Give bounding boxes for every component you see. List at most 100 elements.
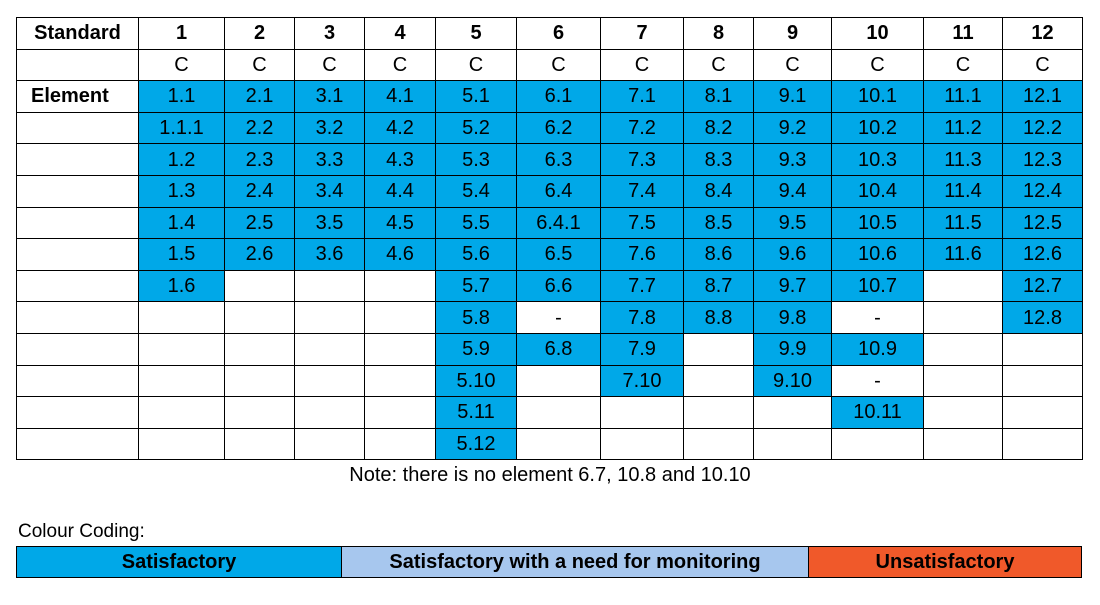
standard-number: 2	[224, 17, 295, 50]
element-cell: 2.4	[224, 174, 295, 208]
element-cell: 10.2	[831, 111, 924, 145]
element-cell: 6.6	[516, 269, 601, 303]
empty-cell	[923, 364, 1003, 398]
standard-number: 12	[1002, 17, 1083, 50]
table-row: 1.2 2.3 3.3 4.3 5.3 6.3 7.3 8.3 9.3 10.3 11.3 12.3	[16, 143, 1083, 176]
empty-cell	[138, 396, 225, 429]
element-cell: 7.8	[600, 301, 684, 334]
standard-number: 7	[600, 17, 684, 50]
empty-cell	[224, 301, 295, 334]
empty-cell	[138, 427, 225, 461]
empty-cell	[224, 332, 295, 366]
empty-cell	[753, 396, 832, 429]
element-cell: -	[831, 364, 924, 398]
table-row: 5.12	[16, 427, 1083, 461]
element-cell: 5.7	[435, 269, 517, 303]
element-cell: 4.5	[364, 206, 436, 240]
element-cell: 10.7	[831, 269, 924, 303]
empty-cell	[16, 238, 139, 271]
element-cell: 4.2	[364, 111, 436, 145]
element-cell: 12.1	[1002, 80, 1083, 113]
empty-cell	[1002, 427, 1083, 461]
standard-code: C	[516, 48, 601, 82]
legend-satisfactory: Satisfactory	[17, 547, 341, 577]
empty-cell	[753, 427, 832, 461]
element-cell: 9.10	[753, 364, 832, 398]
element-cell: 8.3	[683, 143, 754, 176]
element-cell: 6.4.1	[516, 206, 601, 240]
empty-cell	[16, 206, 139, 240]
element-cell: 12.3	[1002, 143, 1083, 176]
element-cell: 5.10	[435, 364, 517, 398]
element-cell: 7.3	[600, 143, 684, 176]
corner-label: Standard	[16, 17, 139, 50]
element-cell: 9.6	[753, 238, 832, 271]
empty-cell	[1002, 396, 1083, 429]
standard-code: C	[753, 48, 832, 82]
header-row: Standard 1 2 3 4 5 6 7 8 9 10 11 12	[16, 17, 1083, 50]
empty-cell	[16, 143, 139, 176]
standard-number: 1	[138, 17, 225, 50]
element-cell: 8.5	[683, 206, 754, 240]
empty-cell	[294, 269, 365, 303]
empty-cell	[683, 364, 754, 398]
element-cell: -	[516, 301, 601, 334]
empty-cell	[16, 269, 139, 303]
element-cell: 7.5	[600, 206, 684, 240]
element-cell: 12.8	[1002, 301, 1083, 334]
element-cell: 11.6	[923, 238, 1003, 271]
element-label: Element	[16, 80, 139, 113]
element-cell: 8.7	[683, 269, 754, 303]
element-cell: 7.7	[600, 269, 684, 303]
standard-number: 11	[923, 17, 1003, 50]
table-row: 5.11 10.11	[16, 396, 1083, 429]
element-cell: 5.3	[435, 143, 517, 176]
element-cell: 5.8	[435, 301, 517, 334]
element-cell: 2.1	[224, 80, 295, 113]
element-cell: 7.6	[600, 238, 684, 271]
empty-cell	[516, 396, 601, 429]
empty-cell	[364, 301, 436, 334]
element-cell: 6.4	[516, 174, 601, 208]
element-cell: 3.4	[294, 174, 365, 208]
empty-cell	[683, 332, 754, 366]
standard-number: 3	[294, 17, 365, 50]
empty-cell	[600, 427, 684, 461]
element-cell: 1.1	[138, 80, 225, 113]
element-cell: 4.1	[364, 80, 436, 113]
element-cell: 9.5	[753, 206, 832, 240]
element-cell: 10.6	[831, 238, 924, 271]
element-cell: 2.3	[224, 143, 295, 176]
element-cell: 8.6	[683, 238, 754, 271]
empty-cell	[364, 364, 436, 398]
element-cell: -	[831, 301, 924, 334]
element-cell: 10.4	[831, 174, 924, 208]
element-cell: 12.4	[1002, 174, 1083, 208]
standard-code: C	[364, 48, 436, 82]
standard-code: C	[600, 48, 684, 82]
standard-number: 6	[516, 17, 601, 50]
element-cell: 3.2	[294, 111, 365, 145]
element-cell: 8.1	[683, 80, 754, 113]
standard-number: 8	[683, 17, 754, 50]
standard-code: C	[294, 48, 365, 82]
element-cell: 8.4	[683, 174, 754, 208]
empty-cell	[294, 332, 365, 366]
empty-cell	[16, 301, 139, 334]
element-cell: 12.6	[1002, 238, 1083, 271]
empty-cell	[683, 396, 754, 429]
element-cell: 6.1	[516, 80, 601, 113]
element-cell: 2.2	[224, 111, 295, 145]
standards-table: Standard 1 2 3 4 5 6 7 8 9 10 11 12 C C C C C C C C C C C C Eleme…	[16, 17, 1083, 461]
empty-cell	[923, 269, 1003, 303]
element-cell: 5.6	[435, 238, 517, 271]
element-cell: 9.3	[753, 143, 832, 176]
standard-number: 5	[435, 17, 517, 50]
empty-cell	[923, 301, 1003, 334]
empty-cell	[1002, 332, 1083, 366]
element-cell: 4.3	[364, 143, 436, 176]
element-cell: 4.4	[364, 174, 436, 208]
empty-cell	[364, 427, 436, 461]
element-cell: 11.1	[923, 80, 1003, 113]
empty-cell	[224, 364, 295, 398]
